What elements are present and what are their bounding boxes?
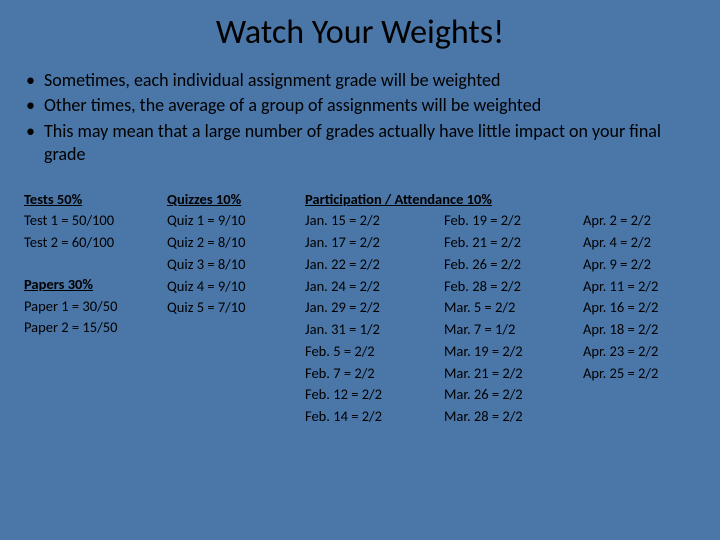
attendance-item: Apr. 4 = 2/2 xyxy=(583,232,688,254)
tests-papers-column: Tests 50% Test 1 = 50/100 Test 2 = 60/10… xyxy=(24,189,139,428)
attendance-item: Apr. 2 = 2/2 xyxy=(583,210,688,232)
bullet-item: Other times, the average of a group of a… xyxy=(24,94,696,117)
quiz-item: Quiz 4 = 9/10 xyxy=(167,276,277,298)
attendance-item: Feb. 14 = 2/2 xyxy=(305,406,410,428)
attendance-item: Jan. 29 = 2/2 xyxy=(305,297,410,319)
attendance-item: Mar. 7 = 1/2 xyxy=(444,319,549,341)
attendance-item: Mar. 5 = 2/2 xyxy=(444,297,549,319)
attendance-item: Jan. 22 = 2/2 xyxy=(305,254,410,276)
participation-column: Participation / Attendance 10% Jan. 15 =… xyxy=(305,189,696,428)
attendance-item: Feb. 26 = 2/2 xyxy=(444,254,549,276)
attendance-item: Mar. 28 = 2/2 xyxy=(444,406,549,428)
participation-subcol-1: Jan. 15 = 2/2 Jan. 17 = 2/2 Jan. 22 = 2/… xyxy=(305,210,410,428)
papers-heading: Papers 30% xyxy=(24,274,139,296)
attendance-item: Apr. 9 = 2/2 xyxy=(583,254,688,276)
quizzes-heading: Quizzes 10% xyxy=(167,189,277,211)
attendance-item: Apr. 25 = 2/2 xyxy=(583,363,688,385)
attendance-item: Feb. 7 = 2/2 xyxy=(305,363,410,385)
attendance-item: Feb. 5 = 2/2 xyxy=(305,341,410,363)
attendance-item: Apr. 18 = 2/2 xyxy=(583,319,688,341)
attendance-item: Jan. 24 = 2/2 xyxy=(305,276,410,298)
participation-heading: Participation / Attendance 10% xyxy=(305,189,696,211)
attendance-item: Mar. 21 = 2/2 xyxy=(444,363,549,385)
paper-item: Paper 1 = 30/50 xyxy=(24,296,139,318)
quiz-item: Quiz 3 = 8/10 xyxy=(167,254,277,276)
attendance-item: Mar. 26 = 2/2 xyxy=(444,384,549,406)
quiz-item: Quiz 1 = 9/10 xyxy=(167,210,277,232)
bullet-list: Sometimes, each individual assignment gr… xyxy=(24,69,696,167)
tests-heading: Tests 50% xyxy=(24,189,139,211)
paper-item: Paper 2 = 15/50 xyxy=(24,317,139,339)
attendance-item: Mar. 19 = 2/2 xyxy=(444,341,549,363)
test-item: Test 2 = 60/100 xyxy=(24,232,139,254)
attendance-item: Apr. 23 = 2/2 xyxy=(583,341,688,363)
bullet-item: This may mean that a large number of gra… xyxy=(24,120,696,167)
slide-title: Watch Your Weights! xyxy=(24,12,696,53)
bullet-item: Sometimes, each individual assignment gr… xyxy=(24,69,696,92)
test-item: Test 1 = 50/100 xyxy=(24,210,139,232)
attendance-item: Jan. 31 = 1/2 xyxy=(305,319,410,341)
data-columns: Tests 50% Test 1 = 50/100 Test 2 = 60/10… xyxy=(24,189,696,428)
quiz-item: Quiz 5 = 7/10 xyxy=(167,297,277,319)
attendance-item: Jan. 17 = 2/2 xyxy=(305,232,410,254)
participation-subcol-2: Feb. 19 = 2/2 Feb. 21 = 2/2 Feb. 26 = 2/… xyxy=(444,210,549,428)
participation-subcol-3: Apr. 2 = 2/2 Apr. 4 = 2/2 Apr. 9 = 2/2 A… xyxy=(583,210,688,428)
quiz-item: Quiz 2 = 8/10 xyxy=(167,232,277,254)
attendance-item: Apr. 16 = 2/2 xyxy=(583,297,688,319)
attendance-item: Feb. 19 = 2/2 xyxy=(444,210,549,232)
attendance-item: Feb. 28 = 2/2 xyxy=(444,276,549,298)
quizzes-column: Quizzes 10% Quiz 1 = 9/10 Quiz 2 = 8/10 … xyxy=(167,189,277,428)
attendance-item: Apr. 11 = 2/2 xyxy=(583,276,688,298)
attendance-item: Feb. 21 = 2/2 xyxy=(444,232,549,254)
attendance-item: Jan. 15 = 2/2 xyxy=(305,210,410,232)
attendance-item: Feb. 12 = 2/2 xyxy=(305,384,410,406)
